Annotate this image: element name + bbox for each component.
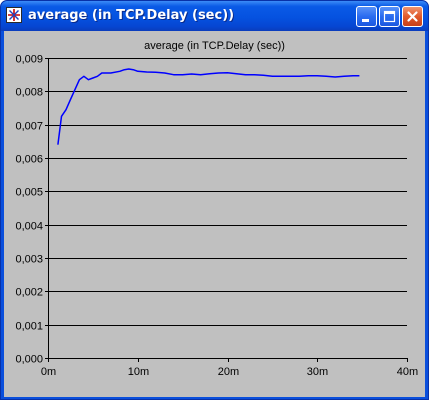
minimize-icon xyxy=(362,19,369,22)
opnet-chart-icon[interactable] xyxy=(6,7,22,23)
y-tick-label: 0,004 xyxy=(15,221,43,233)
maximize-icon xyxy=(383,10,396,23)
x-tick-label: 0m xyxy=(41,366,56,378)
y-tick-label: 0,002 xyxy=(15,287,43,299)
series-line xyxy=(57,68,360,145)
y-tick-label: 0,005 xyxy=(15,187,43,199)
y-tick-label: 0,007 xyxy=(15,121,43,133)
minimize-button[interactable] xyxy=(356,6,377,27)
y-tick-label: 0,008 xyxy=(15,87,43,99)
chart-title: average (in TCP.Delay (sec)) xyxy=(144,40,285,52)
line-chart: 0,000 0,001 0,002 0,003 0,004 0,005 0,006 0,007… xyxy=(15,54,418,379)
x-tick-label: 10m xyxy=(128,366,149,378)
y-tick-label: 0,006 xyxy=(15,154,43,166)
maximize-button[interactable] xyxy=(379,6,400,27)
close-icon xyxy=(407,11,418,22)
x-tick-label: 20m xyxy=(218,366,239,378)
close-button[interactable] xyxy=(402,6,423,27)
x-tick-label: 40m xyxy=(397,366,418,378)
window-title: average (in TCP.Delay (sec)) xyxy=(28,8,235,23)
title-bar[interactable]: average (in TCP.Delay (sec)) xyxy=(1,1,428,31)
y-tick-label: 0,003 xyxy=(15,254,43,266)
y-tick-label: 0,000 xyxy=(15,354,43,366)
x-tick-label: 30m xyxy=(307,366,328,378)
y-tick-label: 0,009 xyxy=(15,54,43,66)
chart-panel: average (in TCP.Delay (sec)) 0,000 0,001 0… xyxy=(4,31,425,397)
y-tick-label: 0,001 xyxy=(15,321,43,333)
